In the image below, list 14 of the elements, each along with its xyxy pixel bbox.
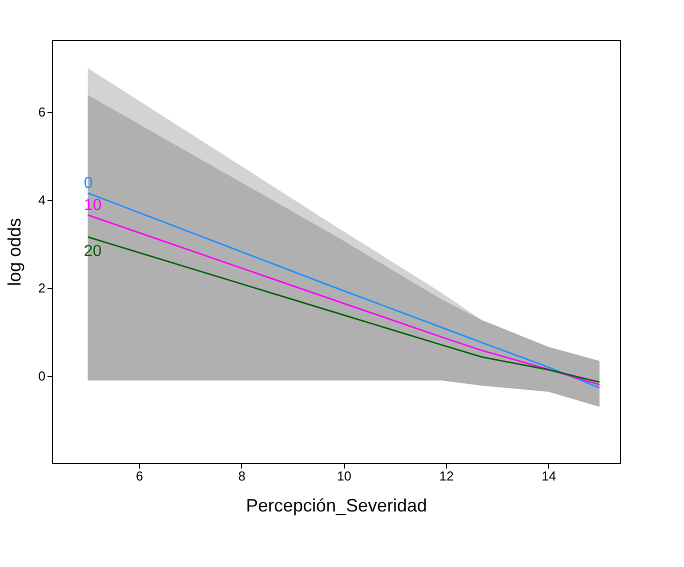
x-tick-label: 10 <box>336 468 352 484</box>
x-tick-label: 14 <box>542 468 556 484</box>
x-tick-label: 6 <box>136 468 144 484</box>
x-tick-label: 8 <box>238 468 246 484</box>
series-label: 20 <box>84 242 102 260</box>
x-axis-title: Percepción_Severidad <box>246 496 428 516</box>
y-tick-label: 4 <box>38 192 46 208</box>
y-tick-label: 2 <box>38 280 46 296</box>
series-label: 0 <box>84 175 93 192</box>
y-axis-title: log odds <box>4 218 24 286</box>
series-label: 10 <box>84 197 102 214</box>
x-tick-label: 12 <box>439 468 454 484</box>
y-tick-label: 6 <box>38 104 46 120</box>
y-tick-label: 0 <box>38 368 46 384</box>
